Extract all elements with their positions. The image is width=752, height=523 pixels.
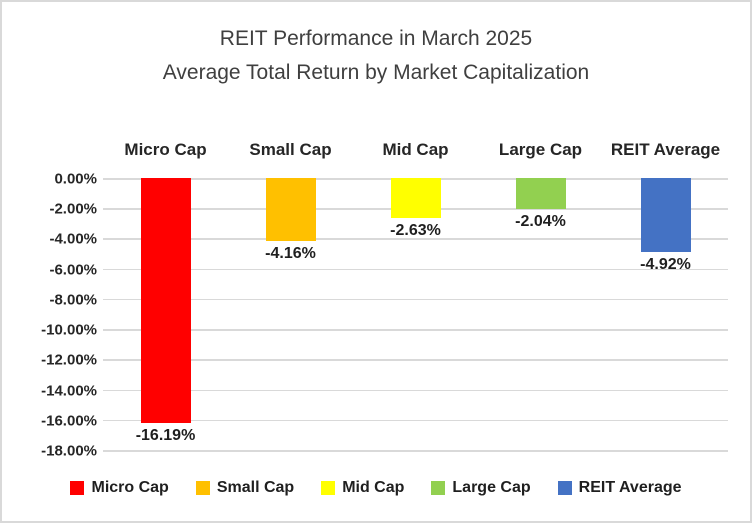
legend-item-mid-cap: Mid Cap [321,479,404,497]
legend-swatch [557,481,572,495]
y-axis-tick-label: -2.00% [49,200,97,218]
category-label: Small Cap [249,140,332,159]
gridline [103,238,728,240]
chart-title: REIT Performance in March 2025 Average T… [2,22,750,90]
gridline [103,419,728,422]
chart-title-line-1: REIT Performance in March 2025 [219,27,533,50]
y-axis-tick-label: -6.00% [49,261,97,279]
category-label: Large Cap [498,140,583,159]
bar-mid-cap [390,178,441,218]
y-axis-tick-label: -16.00% [41,412,97,430]
data-label: -4.92% [640,256,691,274]
legend-item-micro-cap: Micro Cap [70,479,169,497]
y-axis-tick-label: 0.00% [54,170,97,188]
legend-swatch [321,481,336,495]
y-axis-tick-label: -18.00% [41,442,97,460]
data-label: -16.19% [135,426,196,444]
y-axis-tick-label: -10.00% [41,321,97,339]
legend-label: REIT Average [578,479,682,496]
bar-large-cap [515,178,566,209]
legend: Micro Cap Small Cap Mid Cap Large Cap REIT A… [2,479,750,497]
legend-label: Mid Cap [342,479,405,496]
gridline [103,268,728,271]
legend-swatch [70,481,85,495]
legend-item-large-cap: Large Cap [431,479,531,497]
chart-title-line-2: Average Total Return by Market Capitaliz… [162,61,590,84]
bar-micro-cap [140,178,191,423]
y-axis-tick-label: -4.00% [49,230,97,248]
gridline [103,450,728,452]
legend-label: Small Cap [216,479,295,496]
gridline [103,329,728,331]
legend-label: Micro Cap [91,479,169,496]
legend-label: Large Cap [452,479,531,496]
data-label: -4.16% [265,244,316,262]
bar-reit-average [640,178,691,253]
gridline [103,389,728,392]
category-label: Mid Cap [382,140,449,159]
y-axis-tick-label: -8.00% [49,291,97,309]
y-axis-tick-label: -12.00% [41,351,97,369]
legend-swatch [195,481,210,495]
category-label: Micro Cap [124,140,207,159]
legend-item-reit-average: REIT Average [557,479,682,497]
data-label: -2.63% [390,221,441,239]
legend-item-small-cap: Small Cap [195,479,295,497]
category-label: REIT Average [610,140,721,159]
bar-small-cap [265,178,316,241]
gridline [103,359,728,361]
gridline [103,298,728,301]
y-axis-tick-label: -14.00% [41,382,97,400]
data-label: -2.04% [515,212,566,230]
legend-swatch [431,481,446,495]
